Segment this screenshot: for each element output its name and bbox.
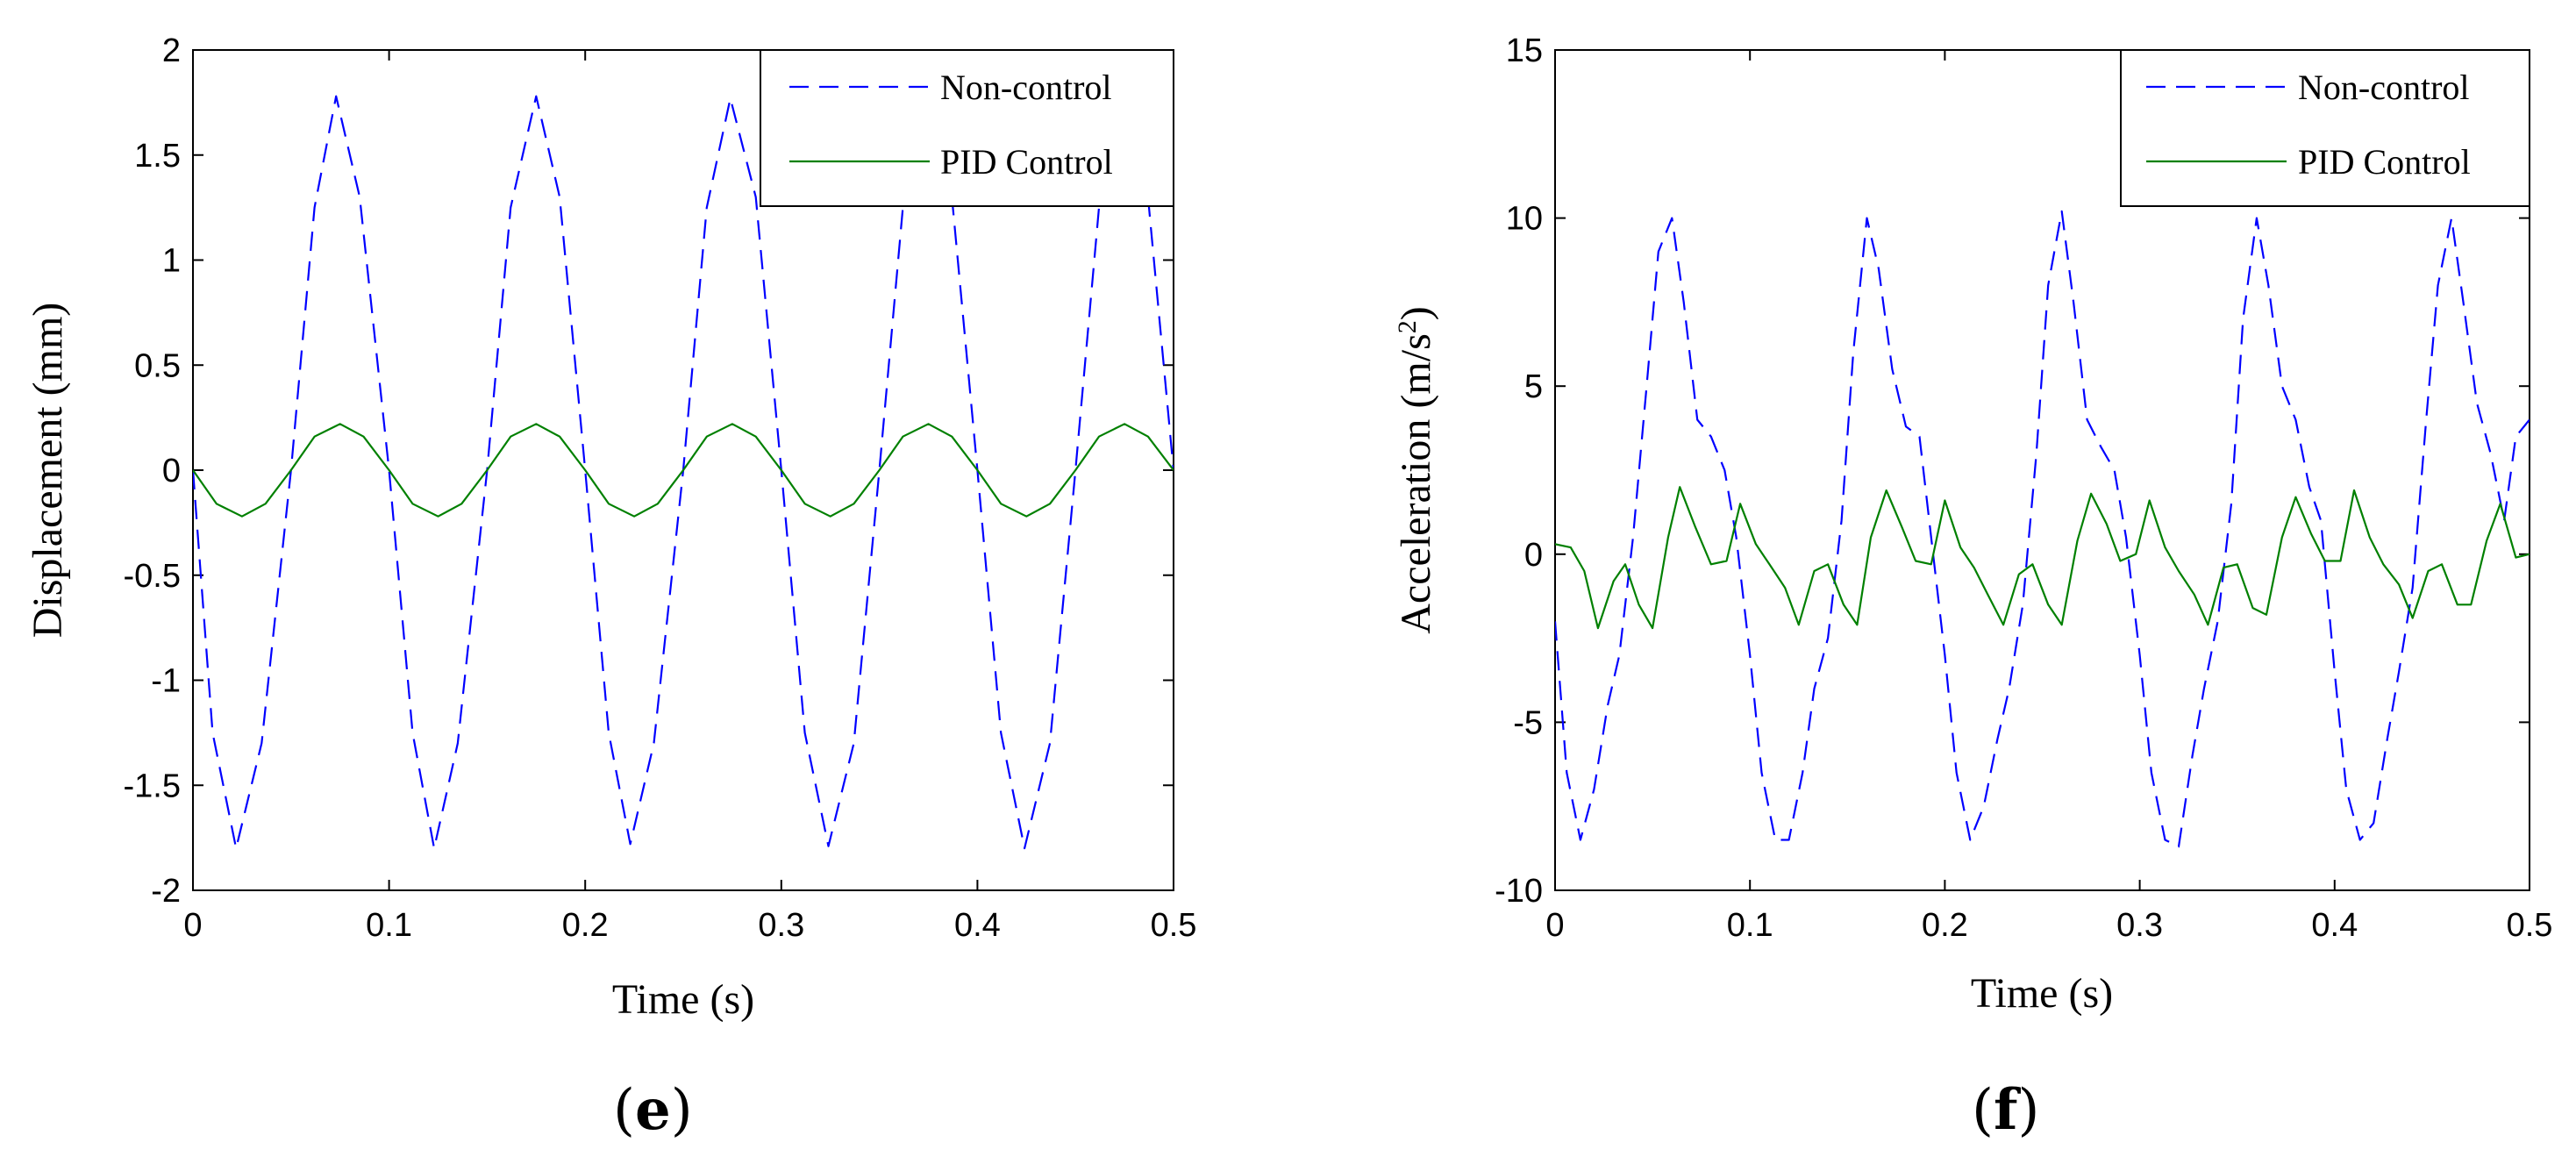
y-tick-label-e: -2 — [151, 873, 181, 910]
x-tick-label-e: 0.3 — [758, 907, 804, 944]
panel-open-paren-f: ( — [1972, 1078, 1994, 1143]
x-tick-label-f: 0.1 — [1727, 907, 1773, 944]
legend-f: Non-control PID Control — [2120, 49, 2530, 207]
panel-close-paren-f: ) — [2018, 1078, 2040, 1143]
legend-box-e — [760, 49, 1174, 207]
y-tick-label-f: 15 — [1506, 32, 1543, 69]
x-axis-label-e: Time (s) — [612, 976, 754, 1023]
chart-f: 0 0.1 0.2 0.3 0.4 0.5 -10 -5 0 5 10 15 Non-control… — [1393, 32, 2552, 1143]
x-axis-label-f: Time (s) — [1971, 970, 2113, 1017]
legend-label-noncontrol-e: Non-control — [940, 68, 1112, 107]
panel-letter-e: e — [635, 1077, 671, 1143]
series-e — [193, 95, 1174, 850]
y-tick-label-e: 2 — [162, 32, 181, 69]
x-tick-label-f: 0.5 — [2507, 907, 2553, 944]
x-tick-label-e: 0.5 — [1151, 907, 1197, 944]
y-tick-label-f: 0 — [1524, 537, 1543, 574]
y-tick-label-f: 10 — [1506, 201, 1543, 238]
y-tick-label-e: 0.5 — [134, 347, 181, 384]
x-tick-label-e: 0.2 — [562, 907, 609, 944]
x-ticks-f: 0 0.1 0.2 0.3 0.4 0.5 — [1545, 50, 2552, 944]
y-tick-label-f: 5 — [1524, 368, 1543, 405]
panel-close-paren-e: ) — [671, 1078, 693, 1143]
legend-label-pid-e: PID Control — [940, 142, 1113, 182]
y-axis-label-f: Acceleration (m/s2) — [1393, 306, 1439, 634]
x-tick-label-f: 0 — [1545, 907, 1564, 944]
series-line-pid-e — [193, 423, 1174, 518]
panel-label-e: (e) — [613, 1077, 693, 1143]
y-ticks-f: -10 -5 0 5 10 15 — [1495, 32, 2530, 910]
y-tick-label-e: -0.5 — [124, 558, 181, 595]
y-axis-label-f-main: Acceleration (m/s — [1393, 333, 1439, 634]
legend-e: Non-control PID Control — [760, 49, 1174, 207]
y-tick-label-e: -1 — [151, 663, 181, 700]
x-ticks-e: 0 0.1 0.2 0.3 0.4 0.5 — [183, 50, 1196, 944]
x-tick-label-f: 0.3 — [2116, 907, 2163, 944]
legend-label-noncontrol-f: Non-control — [2298, 68, 2470, 107]
y-tick-label-f: -5 — [1513, 704, 1543, 741]
x-tick-label-e: 0.4 — [954, 907, 1001, 944]
y-axis-label-e: Displacement (mm) — [25, 303, 71, 639]
series-line-pid-f — [1555, 486, 2530, 630]
panel-open-paren-e: ( — [613, 1078, 635, 1143]
series-f — [1555, 210, 2530, 848]
legend-box-f — [2120, 49, 2530, 207]
y-tick-label-e: 1 — [162, 243, 181, 280]
y-tick-label-e: -1.5 — [124, 768, 181, 804]
y-ticks-e: -2 -1.5 -1 -0.5 0 0.5 1 1.5 2 — [124, 32, 1174, 910]
panel-label-f: (f) — [1972, 1077, 2039, 1143]
y-axis-label-f-sup: 2 — [1393, 320, 1422, 333]
y-tick-label-e: 0 — [162, 453, 181, 489]
x-tick-label-f: 0.2 — [1922, 907, 1968, 944]
y-tick-label-f: -10 — [1495, 873, 1543, 910]
x-tick-label-e: 0.1 — [366, 907, 412, 944]
chart-e: 0 0.1 0.2 0.3 0.4 0.5 -2 -1.5 -1 -0.5 0 0.5 1 1.5 2 N… — [25, 32, 1196, 1143]
x-tick-label-f: 0.4 — [2311, 907, 2358, 944]
y-tick-label-e: 1.5 — [134, 138, 181, 175]
legend-label-pid-f: PID Control — [2298, 142, 2471, 182]
panel-letter-f: f — [1994, 1077, 2021, 1143]
y-axis-label-f-close: ) — [1393, 306, 1439, 320]
x-tick-label-e: 0 — [183, 907, 202, 944]
